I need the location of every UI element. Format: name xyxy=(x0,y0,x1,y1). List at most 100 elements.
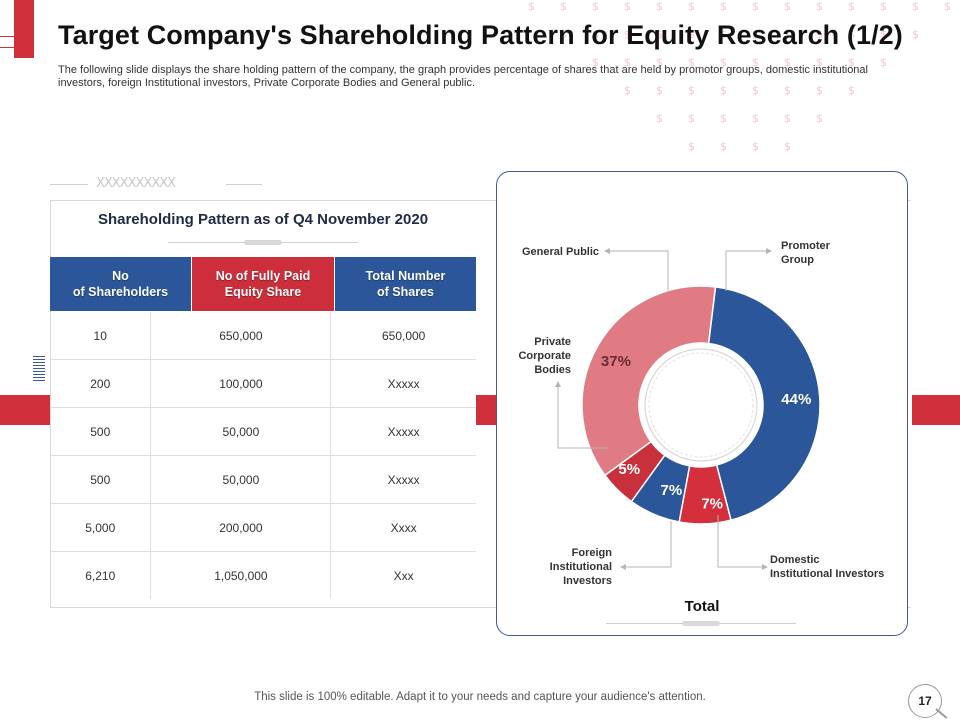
table-cell: Xxxxx xyxy=(330,359,476,408)
callout-line-general-public xyxy=(608,250,669,291)
title-accent-lines xyxy=(0,36,20,48)
table-cell: 650,000 xyxy=(330,312,476,360)
donut-inner-dashed xyxy=(648,352,754,458)
callout-promoter-group: Promoter Group xyxy=(781,240,830,266)
dollar-glyph: $ xyxy=(656,112,663,125)
table-row: 200 100,000 Xxxxx xyxy=(50,359,476,408)
dollar-pattern-background: $ $ $ $ $ $ $ $ $ $ $ $ $ $ $ $ $ $ $ $ $ $ $ $ $ $ $ $ $ $ $ $ $ $ $ $ $ $ $ $… xyxy=(528,0,951,153)
dollar-glyph: $ xyxy=(720,28,727,41)
callout-arrow-dii xyxy=(762,564,768,570)
dollar-glyph: $ xyxy=(656,28,663,41)
dollar-glyph: $ xyxy=(784,0,791,13)
dollar-glyph: $ xyxy=(880,0,887,13)
donut-value-label: 7% xyxy=(661,482,683,499)
donut-slice-general-public xyxy=(581,285,717,477)
page-number-badge: 17 xyxy=(908,684,942,718)
donut-inner-ring xyxy=(644,348,758,462)
total-underline-knob xyxy=(682,621,720,626)
table-row: 500 50,000 Xxxxx xyxy=(50,455,476,504)
table-cell: 200 xyxy=(50,359,151,408)
dollar-glyph: $ xyxy=(720,84,727,97)
dollar-glyph: $ xyxy=(560,0,567,13)
dollar-glyph: $ xyxy=(560,28,567,41)
donut-value-label: 7% xyxy=(701,495,723,512)
donut-value-label: 37% xyxy=(601,353,631,370)
dollar-glyph: $ xyxy=(816,112,823,125)
dollar-glyph: $ xyxy=(656,0,663,13)
dollar-glyph: $ xyxy=(944,0,951,13)
table-cell: Xxxxx xyxy=(330,407,476,456)
callout-private-corporate-bodies: Private Corporate Bodies xyxy=(518,336,571,376)
table-cell: 650,000 xyxy=(150,312,331,360)
callout-line-promoter xyxy=(725,250,768,291)
table-cell: 6,210 xyxy=(85,568,116,583)
dollar-glyph: $ xyxy=(752,140,759,153)
dollar-glyph: $ xyxy=(880,28,887,41)
callout-arrow-pcb xyxy=(555,381,561,387)
footer-note: This slide is 100% editable. Adapt it to… xyxy=(254,691,706,703)
table-cell: 500 xyxy=(50,455,151,504)
dollar-glyph: $ xyxy=(752,0,759,13)
callout-domestic-institutional: Domestic Institutional Investors xyxy=(770,554,885,580)
donut-value-label: 44% xyxy=(781,391,811,408)
dollar-glyph: $ xyxy=(784,56,791,69)
callout-foreign-institutional: Foreign Institutional Investors xyxy=(549,547,612,587)
table-row: 10 650,000 650,000 xyxy=(50,312,476,360)
dollar-glyph: $ xyxy=(912,0,919,13)
column-header-total-shares: Total Number of Shares xyxy=(335,257,476,311)
dollar-glyph: $ xyxy=(720,140,727,153)
callout-line-dii xyxy=(717,515,764,568)
deco-x-marks: XXXXXXXXXX xyxy=(96,176,176,191)
callout-arrow-promoter xyxy=(766,248,772,254)
dollar-glyph: $ xyxy=(848,56,855,69)
dollar-glyph: $ xyxy=(752,28,759,41)
dollar-glyph: $ xyxy=(752,112,759,125)
dollar-glyph: $ xyxy=(688,28,695,41)
dollar-glyph: $ xyxy=(592,56,599,69)
dollar-glyph: $ xyxy=(848,84,855,97)
dollar-glyph: $ xyxy=(848,28,855,41)
deco-line-left xyxy=(50,184,88,185)
dollar-glyph: $ xyxy=(784,84,791,97)
callout-arrow-general-public xyxy=(604,248,610,254)
dollar-glyph: $ xyxy=(624,56,631,69)
callout-line-pcb xyxy=(557,385,608,449)
table-cell: 200,000 xyxy=(150,503,331,552)
dollar-glyph: $ xyxy=(592,0,599,13)
hatch-mark xyxy=(33,356,45,382)
dollar-glyph: $ xyxy=(624,84,631,97)
dollar-glyph: $ xyxy=(752,56,759,69)
dollar-glyph: $ xyxy=(624,0,631,13)
dollar-glyph: $ xyxy=(688,84,695,97)
dollar-glyph: $ xyxy=(784,112,791,125)
table-cell: 50,000 xyxy=(150,455,331,504)
dollar-glyph: $ xyxy=(912,28,919,41)
donut-chart: 44% 7% 7% 5% 37% xyxy=(555,248,821,570)
table-cell: 5,000 xyxy=(50,503,151,552)
dollar-glyph: $ xyxy=(816,56,823,69)
callout-line-fii xyxy=(624,521,672,568)
dollar-glyph: $ xyxy=(624,28,631,41)
dollar-glyph: $ xyxy=(752,84,759,97)
dollar-glyph: $ xyxy=(592,28,599,41)
table-cell: Xxxx xyxy=(330,503,476,552)
side-strip-left xyxy=(0,395,50,425)
page-title: Target Company's Shareholding Pattern fo… xyxy=(58,20,903,50)
dollar-glyph: $ xyxy=(688,0,695,13)
dollar-glyph: $ xyxy=(816,84,823,97)
dollar-glyph: $ xyxy=(688,112,695,125)
dollar-glyph: $ xyxy=(688,56,695,69)
dollar-glyph: $ xyxy=(688,140,695,153)
table-cell: 500 xyxy=(50,407,151,456)
page-number-tail xyxy=(935,708,948,719)
table-cell: 50,000 xyxy=(150,407,331,456)
table-cell: 10 xyxy=(50,312,151,360)
dollar-glyph: $ xyxy=(784,140,791,153)
table-row: 6,210 1,050,000 Xxx xyxy=(50,551,476,599)
dollar-glyph: $ xyxy=(784,28,791,41)
table-title-underline-knob xyxy=(244,240,282,245)
dollar-glyph: $ xyxy=(720,112,727,125)
shareholding-table: 10 650,000 650,000 200 100,000 Xxxxx 500… xyxy=(50,312,476,599)
table-cell: Xxx xyxy=(330,551,476,599)
column-header-paid-equity: No of Fully Paid Equity Share xyxy=(192,257,334,311)
